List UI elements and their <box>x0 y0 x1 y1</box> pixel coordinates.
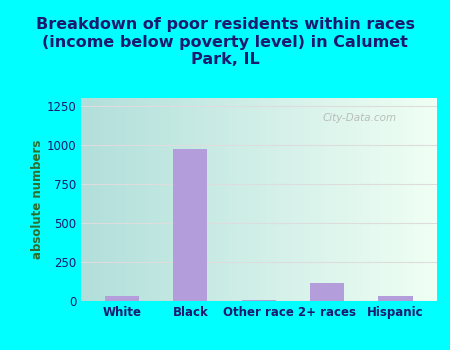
Bar <box>378 296 413 301</box>
Text: City-Data.com: City-Data.com <box>323 113 397 123</box>
Y-axis label: absolute numbers: absolute numbers <box>31 140 44 259</box>
Bar <box>310 283 344 301</box>
Bar <box>173 149 207 301</box>
Bar <box>242 300 276 301</box>
Text: Breakdown of poor residents within races
(income below poverty level) in Calumet: Breakdown of poor residents within races… <box>36 17 414 67</box>
Bar <box>105 296 139 301</box>
